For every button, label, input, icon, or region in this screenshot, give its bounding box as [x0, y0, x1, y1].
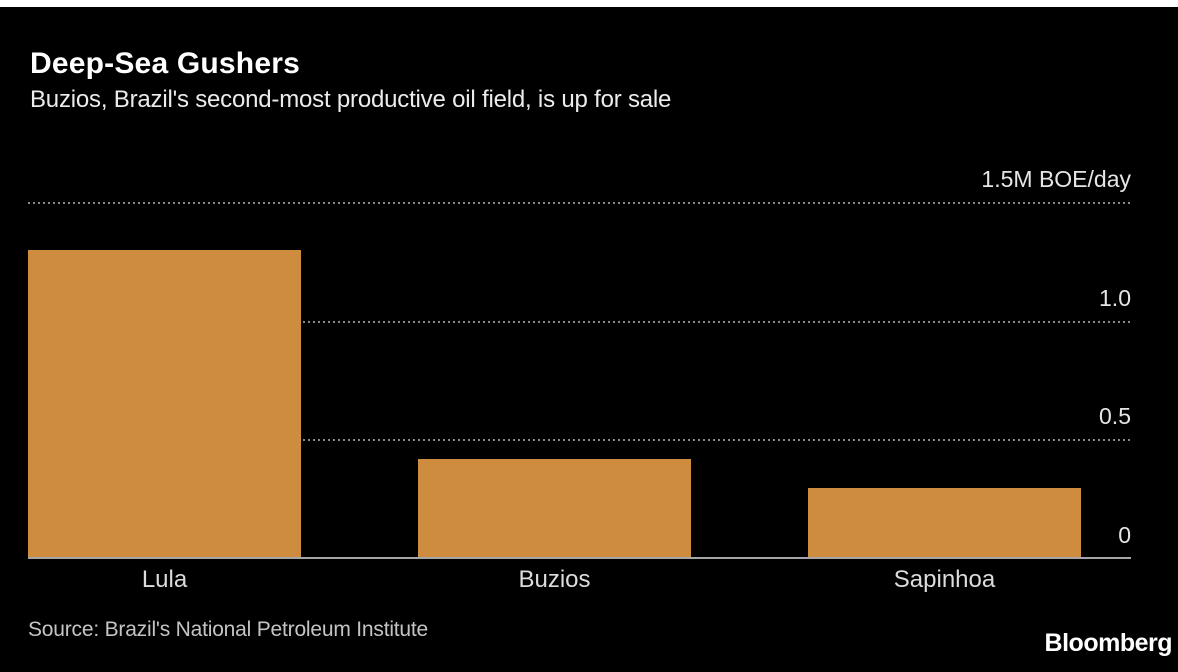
plot-area: 1.5M BOE/day 1.0 0.5 0 Lula Buzios Sapinhoa [28, 168, 1131, 593]
category-label-buzios: Buzios [518, 566, 591, 593]
chart-title: Deep-Sea Gushers [30, 47, 300, 80]
y-tick-label-0.5: 0.5 [1099, 403, 1131, 430]
bar-lula [28, 250, 301, 557]
chart-canvas: Deep-Sea Gushers Buzios, Brazil's second… [0, 7, 1178, 672]
category-label-lula: Lula [141, 566, 188, 593]
gridline-1.5 [28, 202, 1131, 204]
bar-sapinhoa [808, 487, 1081, 557]
page-background-strip [0, 0, 1178, 7]
bar-buzios [418, 459, 691, 557]
gridline-1 [28, 320, 1131, 323]
chart-subtitle: Buzios, Brazil's second-most productive … [30, 86, 672, 113]
category-label-sapinhoa: Sapinhoa [893, 566, 996, 593]
y-tick-label-1.5: 1.5M BOE/day [981, 166, 1131, 192]
bloomberg-logo: Bloomberg [1044, 629, 1173, 657]
gridline-0.5 [28, 439, 1131, 442]
source-note: Source: Brazil's National Petroleum Inst… [28, 618, 429, 641]
x-axis-baseline [28, 557, 1131, 559]
y-tick-label-0: 0 [1118, 522, 1131, 548]
y-tick-label-1: 1.0 [1099, 284, 1131, 311]
